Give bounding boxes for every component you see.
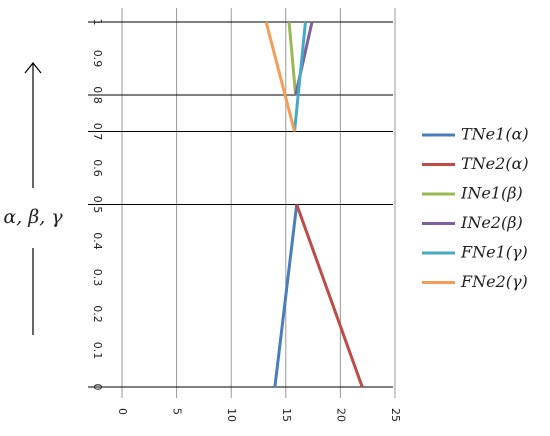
y-tick-label: 0.8 <box>91 86 104 104</box>
y-tick-label: 0.4 <box>91 232 104 250</box>
x-tick-label: 25 <box>389 408 402 422</box>
x-tick-label: 15 <box>280 408 293 422</box>
series-line <box>293 21 307 132</box>
y-tick-label: 0.3 <box>91 269 104 287</box>
y-tick-label: 0.5 <box>91 196 104 214</box>
y-tick-label: 0.6 <box>91 159 104 177</box>
series-line <box>295 203 364 388</box>
legend-label: TNe2(α) <box>461 154 529 173</box>
legend-label: TNe1(α) <box>461 125 529 144</box>
x-tick-label: 5 <box>171 408 184 415</box>
y-tick-label: 1 <box>91 19 104 26</box>
series-line <box>273 204 299 388</box>
legend-label: INe2(β) <box>460 213 523 232</box>
series-line <box>264 21 296 132</box>
y-tick-label: 0.7 <box>91 123 104 141</box>
x-tick-label: 0 <box>116 408 129 415</box>
y-tick-label: 0.2 <box>91 305 104 323</box>
arrow-head <box>24 62 42 74</box>
y-axis-label: α, β, γ <box>3 206 63 228</box>
x-tick-label: 10 <box>225 408 238 422</box>
legend-label: INe1(β) <box>460 184 523 203</box>
x-tick-label: 20 <box>334 408 347 422</box>
y-tick-label: 0.9 <box>91 50 104 68</box>
y-tick-label: 0 <box>91 384 104 391</box>
legend-label: FNe1(γ) <box>460 243 528 262</box>
series-line <box>287 21 298 96</box>
y-tick-label: 0.1 <box>91 342 104 360</box>
legend-label: FNe2(γ) <box>460 272 528 291</box>
